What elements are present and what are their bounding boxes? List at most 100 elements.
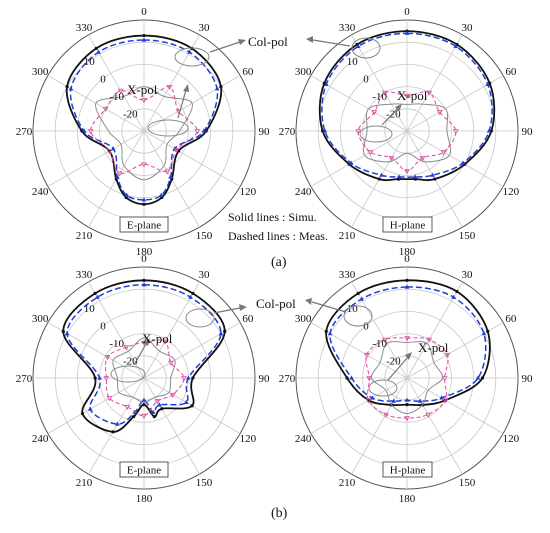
angle-tick-label: 330 — [339, 22, 356, 34]
data-point — [405, 403, 409, 407]
angle-tick-label: 270 — [279, 126, 296, 138]
polar-grid — [32, 266, 256, 490]
x-pol-marker-ellipse — [359, 125, 393, 143]
data-point — [452, 129, 459, 135]
data-point — [141, 282, 147, 287]
data-point — [142, 202, 146, 206]
angle-tick-label: 90 — [522, 126, 534, 138]
angle-tick-labels: 0 30 60 90 120 150 180 210 240 270 300 330 — [16, 6, 270, 258]
angle-spoke — [310, 377, 408, 434]
plane-label-box: E-plane — [119, 216, 169, 233]
angle-tick-label: 210 — [339, 477, 356, 489]
data-point — [191, 291, 195, 296]
angle-tick-label: 0 — [141, 6, 147, 18]
data-point — [181, 376, 187, 382]
data-point — [184, 399, 189, 404]
co-pol-marker-ellipse — [185, 308, 215, 328]
plane-label-box: H-plane — [382, 461, 433, 478]
radial-tick-label: -10 — [109, 338, 124, 350]
x-pol-measured-curve — [90, 86, 198, 175]
angle-tick-labels: 0 30 60 90 120 150 180 210 240 270 300 330 — [16, 253, 270, 505]
arrow-head — [306, 36, 313, 43]
x-pol-marker-ellipse — [147, 119, 189, 137]
data-point — [381, 337, 388, 343]
angle-tick-label: 0 — [404, 6, 410, 18]
co-pol-annotation: Col-pol — [256, 296, 296, 311]
data-point — [102, 107, 109, 112]
data-point — [441, 376, 448, 382]
co-pol-simulated-curve — [318, 30, 496, 182]
radial-tick-label: -20 — [123, 109, 138, 121]
angle-spoke — [47, 130, 145, 187]
co-pol-measured-curve — [66, 284, 222, 425]
annotation-arrow — [177, 89, 187, 119]
x-pol-measured-curve — [357, 91, 457, 172]
data-point — [349, 375, 354, 380]
data-point — [481, 331, 487, 336]
data-point — [453, 43, 459, 48]
data-point — [87, 129, 94, 135]
angle-spoke — [351, 34, 408, 132]
angle-spoke — [143, 377, 200, 475]
data-point — [157, 402, 162, 407]
data-point — [164, 169, 171, 175]
radial-tick-label: 10 — [84, 303, 96, 315]
data-point — [404, 93, 410, 99]
angle-tick-label: 90 — [522, 373, 534, 385]
data-point — [132, 415, 136, 419]
angle-spoke — [406, 34, 463, 132]
angle-spoke — [143, 34, 200, 132]
series-layer — [318, 29, 496, 182]
data-point — [367, 150, 374, 156]
data-point — [123, 345, 130, 351]
data-point — [81, 128, 87, 133]
data-point — [61, 329, 65, 333]
data-point — [95, 294, 100, 299]
data-point — [324, 329, 328, 333]
data-point — [141, 162, 147, 168]
polar-grid — [295, 266, 519, 490]
data-point — [111, 430, 115, 434]
angle-tick-label: 150 — [196, 230, 213, 242]
data-point — [160, 407, 164, 411]
data-point — [68, 86, 74, 91]
radial-tick-label: -10 — [109, 91, 124, 103]
data-point — [455, 289, 459, 294]
annotations-a: Col-pol X-pol X-pol Solid lines : Simu. … — [127, 34, 428, 270]
data-point — [117, 88, 124, 94]
data-point — [191, 376, 195, 380]
annotation-arrow — [311, 301, 347, 313]
data-point — [486, 329, 490, 333]
data-point — [391, 398, 396, 403]
data-point — [124, 192, 130, 197]
co-pol-marker-ellipse — [351, 37, 381, 59]
data-point — [96, 49, 101, 54]
data-point — [426, 90, 433, 96]
data-point — [190, 404, 194, 408]
data-point — [381, 90, 388, 96]
data-point — [142, 403, 146, 407]
angle-spoke — [351, 377, 408, 475]
plane-label: H-plane — [390, 465, 426, 477]
angle-tick-label: 240 — [295, 186, 312, 198]
data-point — [440, 150, 447, 156]
angle-tick-label: 240 — [32, 433, 49, 445]
series-layer — [61, 278, 227, 434]
angle-tick-labels: 0 30 60 90 120 150 180 210 240 270 300 330 — [279, 253, 533, 505]
data-point — [363, 352, 370, 358]
annotations-b: Col-pol X-pol X-pol (b) — [110, 296, 449, 521]
x-pol-marker-ellipse — [368, 379, 398, 397]
radial-tick-label: 0 — [100, 321, 106, 333]
angle-spoke — [406, 130, 504, 187]
data-point — [169, 392, 176, 398]
data-point — [322, 128, 328, 133]
annotation-arrow — [312, 39, 351, 47]
co-pol-marker-ellipse — [174, 47, 210, 67]
x-pol-annotation: X-pol — [127, 82, 158, 97]
data-point — [223, 329, 227, 333]
co-pol-annotation: Col-pol — [248, 34, 288, 49]
angle-tick-label: 150 — [196, 477, 213, 489]
arrow-head — [143, 338, 150, 346]
